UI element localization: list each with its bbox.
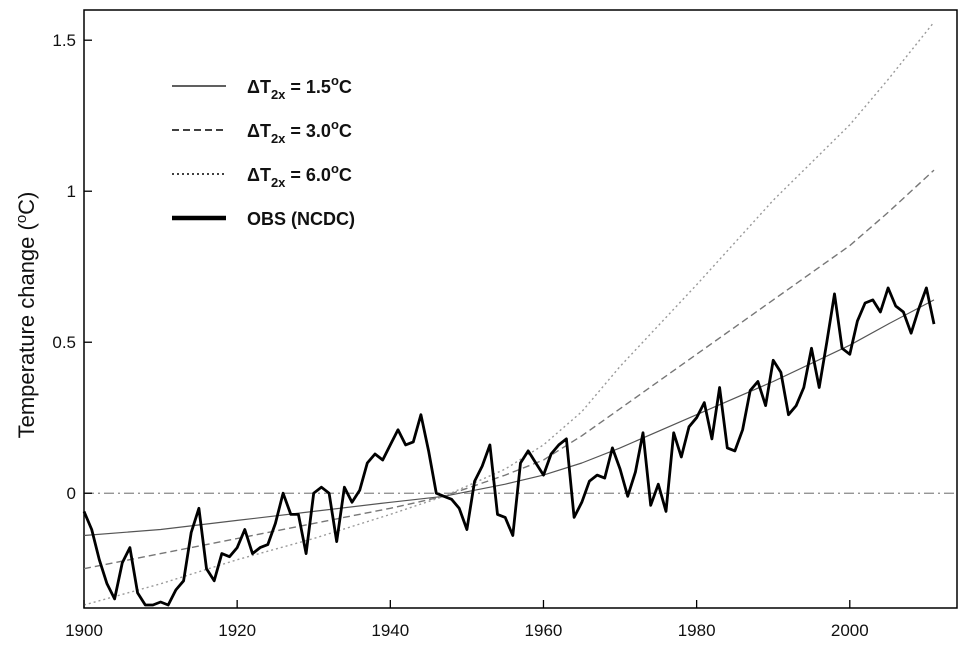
series-line-s15 (83, 299, 935, 537)
y-axis: 0 0.5 1 1.5 (52, 31, 92, 503)
x-axis: 1900 1920 1940 1960 1980 2000 (65, 600, 869, 640)
y-tick-label: 1 (67, 182, 76, 201)
series-line-s60 (83, 21, 935, 606)
y-tick-label: 0 (67, 484, 76, 503)
legend-label-s30: ΔT2x = 3.0oC (247, 117, 352, 146)
series-line-s30 (83, 169, 935, 570)
legend-label-s60: ΔT2x = 6.0oC (247, 161, 352, 190)
x-tick-label: 2000 (831, 621, 869, 640)
y-tick-label: 1.5 (52, 31, 76, 50)
x-tick-label: 1960 (525, 621, 563, 640)
y-tick-label: 0.5 (52, 333, 76, 352)
x-tick-label: 1940 (371, 621, 409, 640)
legend: ΔT2x = 1.5oC ΔT2x = 3.0oC ΔT2x = 6.0oC OBS … (172, 73, 355, 229)
series-line-obs (82, 286, 936, 607)
x-tick-label: 1980 (678, 621, 716, 640)
x-tick-label: 1900 (65, 621, 103, 640)
x-tick-label: 1920 (218, 621, 256, 640)
series-layer (82, 21, 936, 607)
y-axis-label: Temperature change (oC) (13, 192, 39, 439)
legend-label-s15: ΔT2x = 1.5oC (247, 73, 352, 102)
plot-frame (83, 9, 958, 609)
legend-label-obs: OBS (NCDC) (247, 209, 355, 229)
